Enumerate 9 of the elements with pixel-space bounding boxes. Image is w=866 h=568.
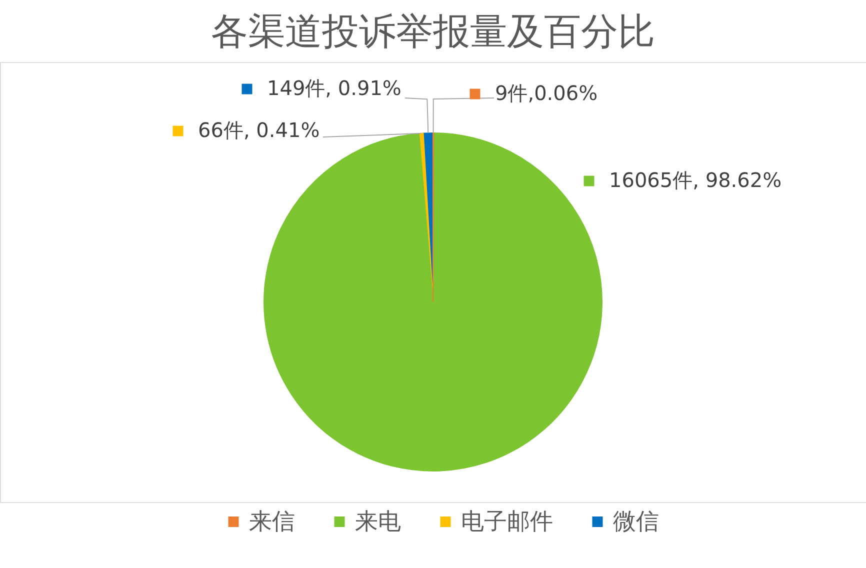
legend-label: 来电	[355, 508, 401, 535]
legend-label: 来信	[249, 508, 295, 535]
data-label: 149件, 0.91%	[267, 76, 402, 100]
data-label: 9件,0.06%	[495, 81, 598, 105]
data-label: 16065件, 98.62%	[609, 168, 782, 192]
data-label: 66件, 0.41%	[198, 118, 320, 142]
chart-title: 各渠道投诉举报量及百分比	[211, 10, 655, 53]
legend-label: 微信	[613, 508, 659, 535]
legend-label: 电子邮件	[461, 508, 553, 535]
